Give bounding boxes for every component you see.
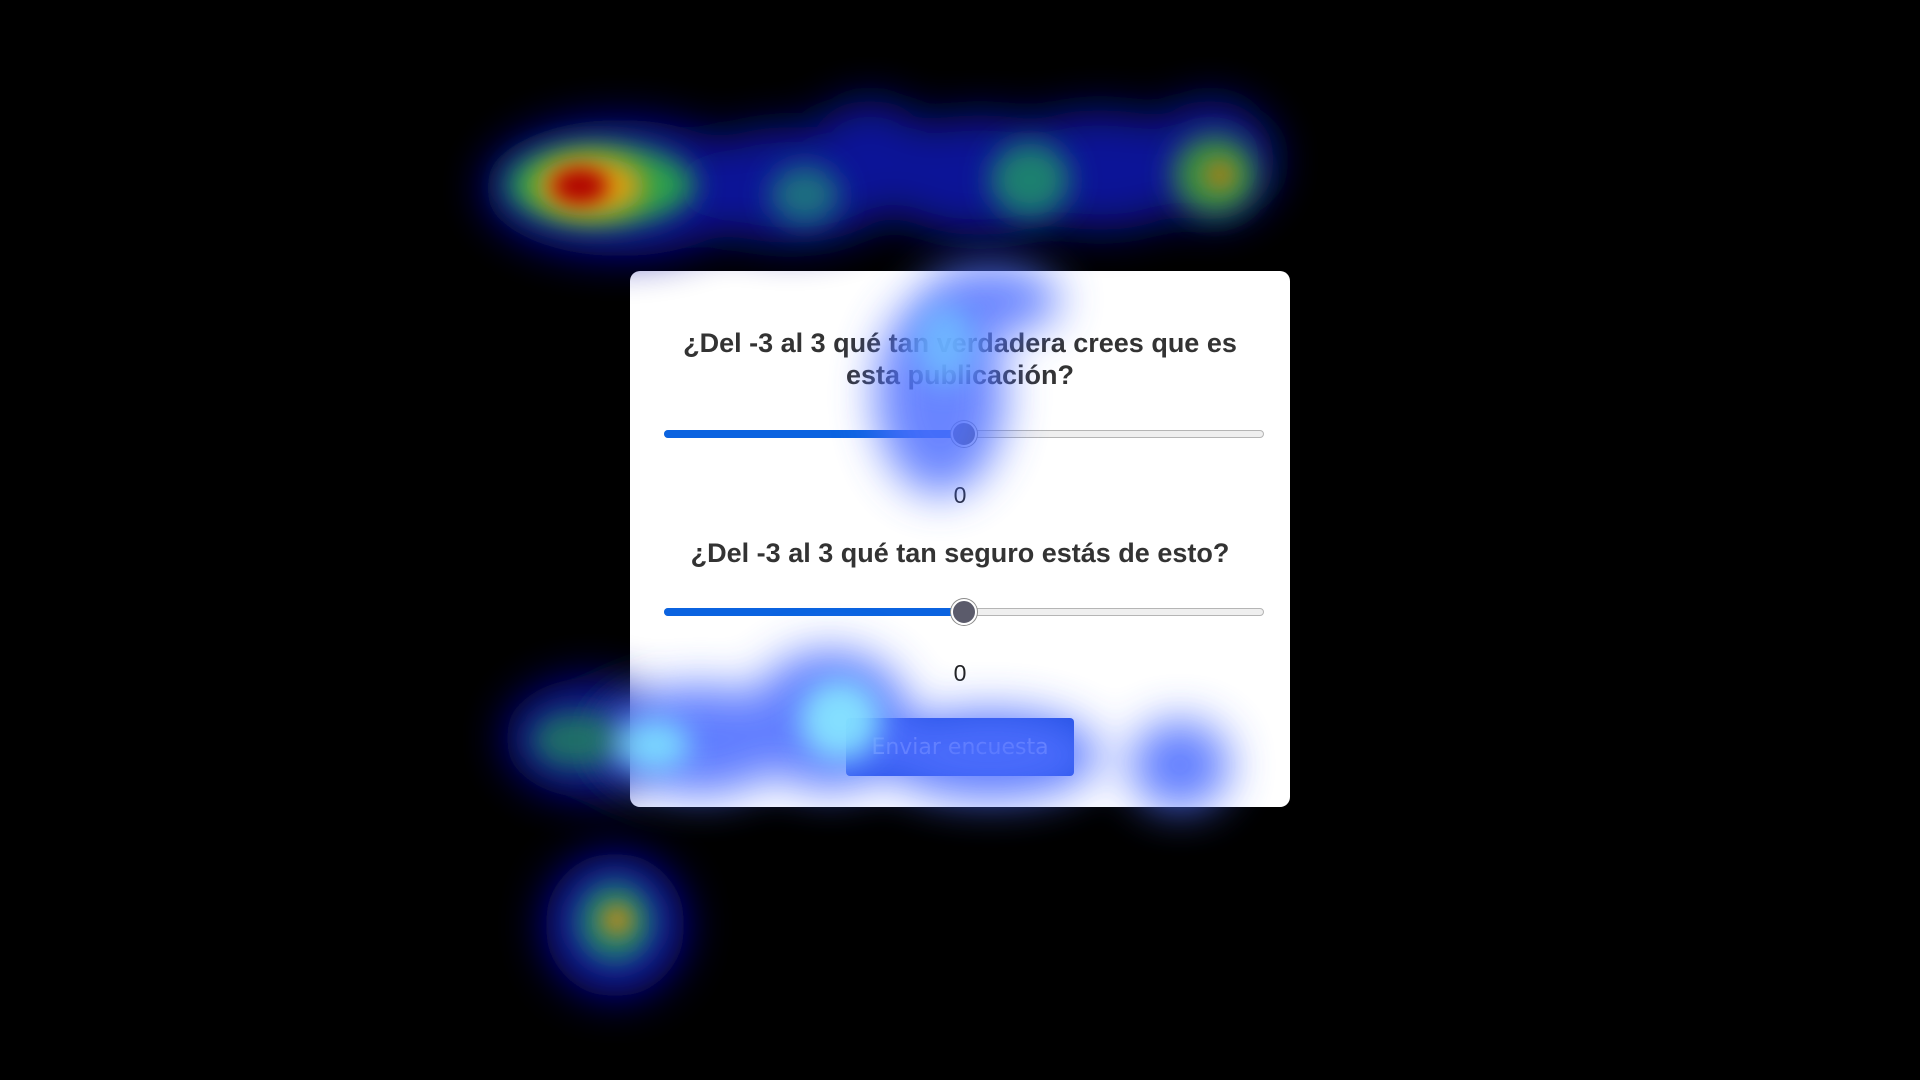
truthfulness-slider[interactable] [664,420,1264,448]
survey-card: ¿Del -3 al 3 qué tan verdadera crees que… [630,271,1290,807]
confidence-slider[interactable] [664,598,1264,626]
question-truthfulness: ¿Del -3 al 3 qué tan verdadera crees que… [683,328,1237,390]
question-confidence: ¿Del -3 al 3 qué tan seguro estás de est… [690,538,1230,568]
slider-fill [664,430,964,438]
slider-fill [664,608,964,616]
confidence-value: 0 [953,660,967,686]
slider-thumb[interactable] [951,599,977,625]
slider-thumb[interactable] [951,421,977,447]
truthfulness-value: 0 [953,482,967,508]
submit-survey-button[interactable]: Enviar encuesta [846,718,1074,776]
